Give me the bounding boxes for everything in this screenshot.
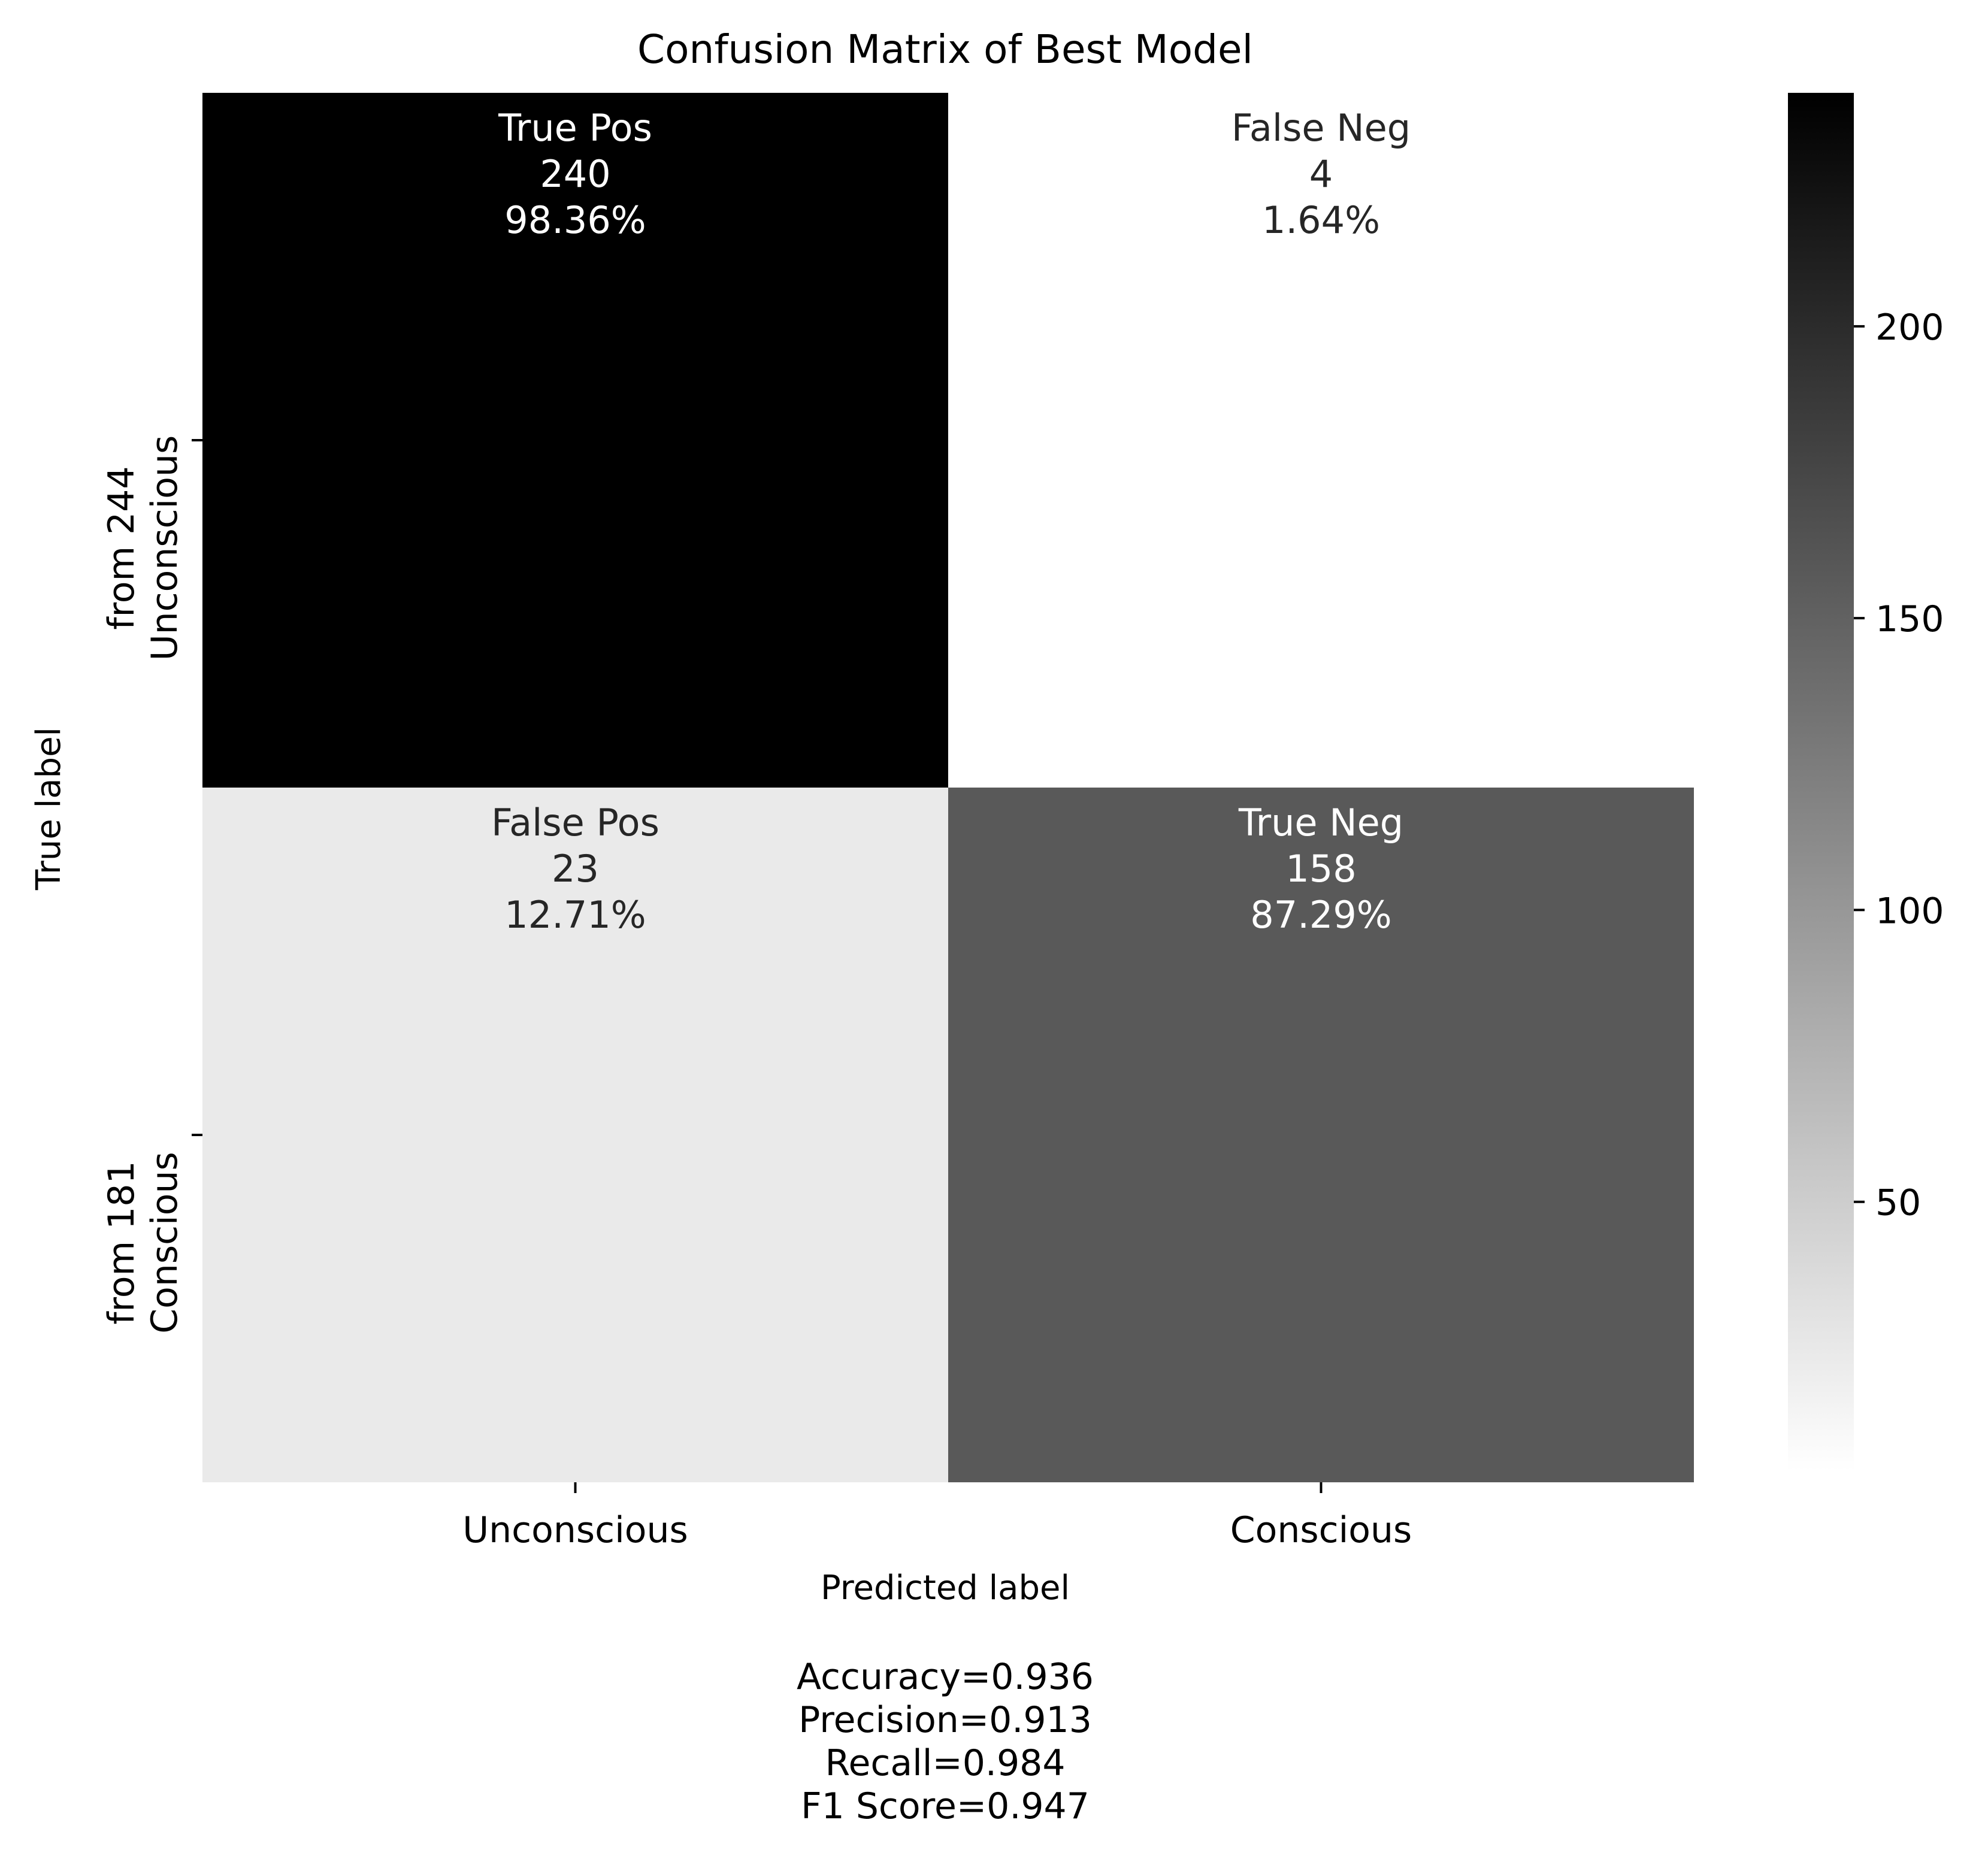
colorbar-tick-label: 100 [1875,890,1944,932]
cell-percent-label: 87.29% [1250,893,1391,937]
colorbar-gradient [1788,93,1854,1470]
cell-percent-label: 1.64% [1262,198,1380,242]
y-axis: Unconsciousfrom 244 Consciousfrom 181 [101,435,202,1334]
cell-count-label: 4 [1309,152,1333,196]
cell-percent-label: 12.71% [504,893,646,937]
metric-line: F1 Score=0.947 [801,1785,1090,1827]
y-tick-label: Consciousfrom 181 [101,1152,186,1334]
cell-category-label: True Neg [1238,801,1403,844]
cell-category-label: False Pos [491,801,659,844]
cell-count-label: 158 [1285,847,1356,891]
metrics-summary: Accuracy=0.936Precision=0.913Recall=0.98… [797,1656,1094,1827]
cell-category-label: True Pos [498,106,652,150]
x-tick-label: Unconscious [462,1509,688,1551]
x-axis: Unconscious Conscious [462,1482,1412,1551]
colorbar [1788,93,1854,1470]
heatmap-cell [948,788,1694,1482]
y-tick-label: Unconsciousfrom 244 [101,435,186,661]
metric-line: Recall=0.984 [825,1742,1065,1784]
x-axis-label: Predicted label [821,1569,1070,1607]
cell-count-label: 240 [540,152,610,196]
heatmap-cell [948,93,1694,788]
heatmap-cells [202,93,1694,1482]
heatmap-cell [202,788,948,1482]
metric-line: Precision=0.913 [798,1699,1092,1741]
colorbar-ticks: 50 100 150 200 [1854,307,1944,1224]
y-axis-label: True label [29,727,68,891]
chart-title: Confusion Matrix of Best Model [637,26,1253,72]
colorbar-tick-label: 50 [1875,1182,1921,1224]
cell-count-label: 23 [552,847,599,891]
cell-percent-label: 98.36% [504,198,646,242]
x-tick-label: Conscious [1230,1509,1412,1551]
colorbar-tick-label: 200 [1875,307,1944,349]
cell-category-label: False Neg [1231,106,1411,150]
metric-line: Accuracy=0.936 [797,1656,1094,1698]
heatmap-cell [202,93,948,788]
colorbar-tick-label: 150 [1875,598,1944,640]
